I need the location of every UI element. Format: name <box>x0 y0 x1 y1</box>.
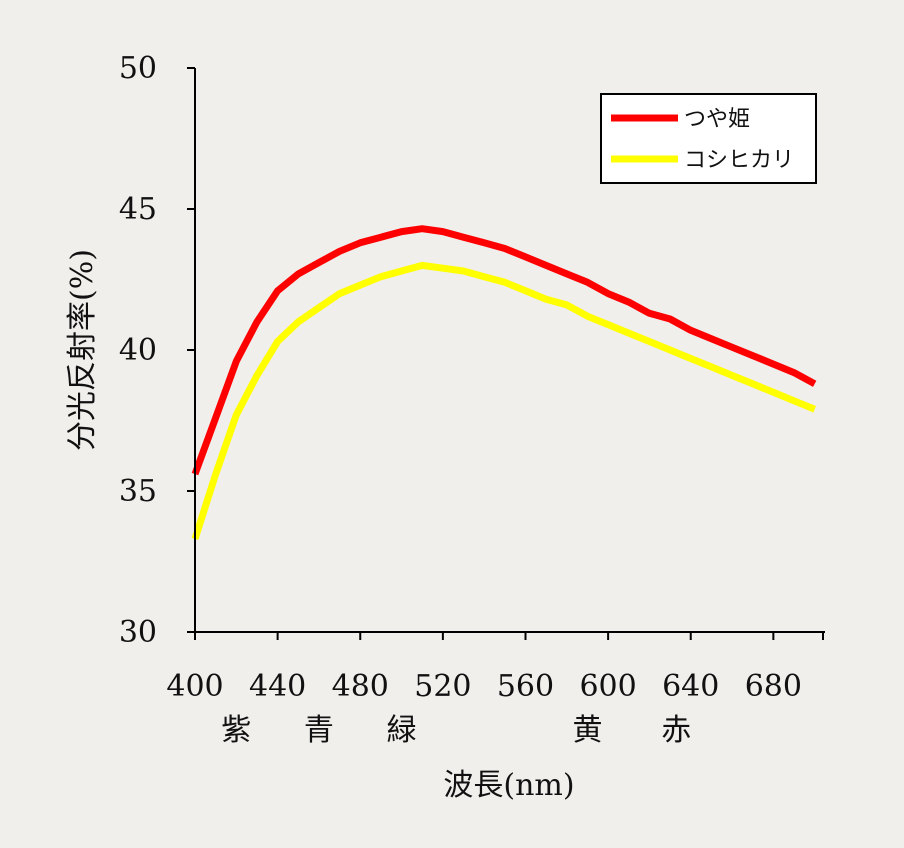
x-axis-title: 波長(nm) <box>443 768 574 803</box>
y-tick-label: 50 <box>119 51 157 86</box>
series-line-1 <box>191 225 817 476</box>
y-tick-label: 40 <box>119 333 157 368</box>
legend-label: つや姫 <box>684 107 750 132</box>
y-axis-title: 分光反射率(%) <box>65 249 100 451</box>
color-band-label: 紫 <box>221 713 251 748</box>
x-tick-label: 400 <box>166 669 223 704</box>
x-tick-label: 600 <box>579 669 636 704</box>
x-tick-label: 680 <box>745 669 802 704</box>
x-tick-label: 440 <box>249 669 306 704</box>
x-tick-label: 640 <box>662 669 719 704</box>
color-band-label: 緑 <box>387 713 417 748</box>
ticks: 30 35 40 45 50 400 440 480 520 560 600 640 680 <box>119 51 824 704</box>
legend-label: コシヒカリ <box>684 148 794 173</box>
color-band-label: 黄 <box>572 713 602 748</box>
color-band-labels: 紫青緑黄赤 <box>221 713 691 748</box>
y-tick-label: 30 <box>119 615 157 650</box>
series-line-2 <box>191 261 817 540</box>
color-band-label: 赤 <box>661 713 691 748</box>
legend-box <box>600 93 817 184</box>
x-tick-label: 480 <box>332 669 389 704</box>
plot-series <box>191 225 817 540</box>
x-tick-label: 520 <box>414 669 471 704</box>
y-tick-label: 45 <box>119 192 157 227</box>
color-band-label: 青 <box>304 713 334 748</box>
y-tick-label: 35 <box>119 474 157 509</box>
x-tick-label: 560 <box>497 669 554 704</box>
